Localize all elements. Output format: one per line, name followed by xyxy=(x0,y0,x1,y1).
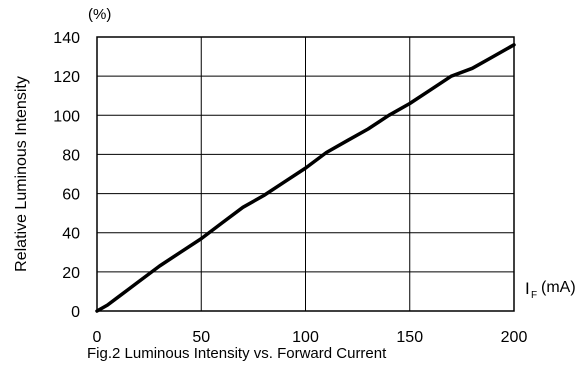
x-tick-label: 100 xyxy=(292,329,319,346)
y-tick-label: 100 xyxy=(53,108,80,125)
y-tick-label: 140 xyxy=(53,30,80,47)
x-tick-label: 50 xyxy=(192,329,210,346)
series-line xyxy=(95,43,516,313)
y-tick-label: 0 xyxy=(71,304,80,321)
y-tick-label: 120 xyxy=(53,69,80,86)
x-tick-label: 200 xyxy=(501,329,528,346)
y-tick-label: 60 xyxy=(62,187,80,204)
x-tick-label: 0 xyxy=(93,329,102,346)
x-tick-label: 150 xyxy=(396,329,423,346)
chart-caption: Fig.2 Luminous Intensity vs. Forward Cur… xyxy=(87,345,387,362)
x-tick-labels: 0 50 100 150 200 xyxy=(93,329,528,346)
y-unit-label: (%) xyxy=(88,6,111,23)
x-axis-unit: (mA) xyxy=(541,279,576,296)
x-axis-label: I F (mA) xyxy=(525,279,576,301)
y-tick-label: 40 xyxy=(62,226,80,243)
y-axis-label: Relative Luminous Intensity xyxy=(13,76,30,272)
y-tick-labels: 0 20 40 60 80 100 120 140 xyxy=(53,30,80,321)
y-tick-label: 20 xyxy=(62,265,80,282)
grid-lines xyxy=(97,37,514,311)
x-axis-subscript: F xyxy=(531,290,537,301)
x-axis-symbol: I xyxy=(525,279,530,298)
y-tick-label: 80 xyxy=(62,147,80,164)
